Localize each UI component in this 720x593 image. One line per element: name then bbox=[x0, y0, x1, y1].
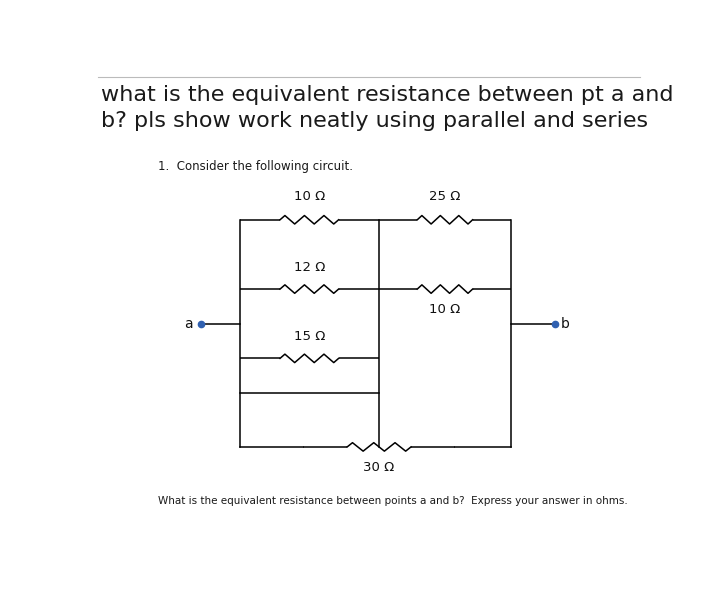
Text: 10 Ω: 10 Ω bbox=[429, 303, 461, 316]
Text: 1.  Consider the following circuit.: 1. Consider the following circuit. bbox=[158, 161, 354, 174]
Text: what is the equivalent resistance between pt a and: what is the equivalent resistance betwee… bbox=[101, 85, 673, 105]
Text: a: a bbox=[184, 317, 193, 331]
Text: b? pls show work neatly using parallel and series: b? pls show work neatly using parallel a… bbox=[101, 111, 648, 131]
Text: What is the equivalent resistance between points a and b?  Express your answer i: What is the equivalent resistance betwee… bbox=[158, 496, 628, 506]
Text: 30 Ω: 30 Ω bbox=[364, 461, 395, 474]
Text: b: b bbox=[561, 317, 570, 331]
Text: 25 Ω: 25 Ω bbox=[429, 190, 461, 203]
Text: 12 Ω: 12 Ω bbox=[294, 261, 325, 274]
Text: 15 Ω: 15 Ω bbox=[294, 330, 325, 343]
Text: 10 Ω: 10 Ω bbox=[294, 190, 325, 203]
